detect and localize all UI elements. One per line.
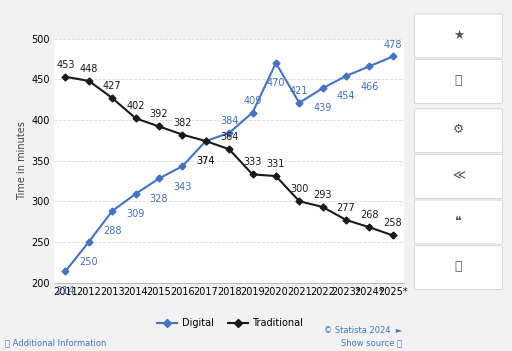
Text: 309: 309 xyxy=(126,209,145,219)
Traditional xyxy=(86,79,92,83)
Digital xyxy=(156,176,162,180)
Text: © Statista 2024  ►: © Statista 2024 ► xyxy=(324,326,402,335)
Digital xyxy=(62,269,69,273)
Text: 384: 384 xyxy=(220,116,238,126)
Text: 364: 364 xyxy=(220,132,238,142)
Digital xyxy=(343,74,349,78)
Digital xyxy=(273,61,279,65)
Text: ≪: ≪ xyxy=(452,169,465,182)
Text: 250: 250 xyxy=(79,257,98,267)
Y-axis label: Time in minutes: Time in minutes xyxy=(17,121,27,200)
Text: 331: 331 xyxy=(267,159,285,169)
Text: 333: 333 xyxy=(243,158,262,167)
Text: 258: 258 xyxy=(383,218,402,229)
FancyBboxPatch shape xyxy=(414,246,503,290)
Text: 392: 392 xyxy=(150,110,168,119)
Traditional xyxy=(249,172,255,177)
Traditional xyxy=(367,225,373,229)
Digital xyxy=(86,240,92,244)
Digital xyxy=(249,111,255,115)
Traditional xyxy=(226,147,232,151)
Digital xyxy=(203,139,209,143)
Traditional xyxy=(133,116,139,120)
Digital xyxy=(296,101,302,105)
Traditional xyxy=(179,132,185,137)
Text: ❝: ❝ xyxy=(455,214,462,228)
FancyBboxPatch shape xyxy=(414,60,503,104)
Text: 277: 277 xyxy=(337,203,355,213)
FancyBboxPatch shape xyxy=(414,109,503,153)
Text: 454: 454 xyxy=(337,91,355,101)
Text: 453: 453 xyxy=(56,60,75,70)
Text: 448: 448 xyxy=(80,64,98,74)
Text: 🖨: 🖨 xyxy=(455,260,462,273)
Digital xyxy=(133,192,139,196)
FancyBboxPatch shape xyxy=(414,200,503,244)
Text: 409: 409 xyxy=(243,96,262,106)
Text: 293: 293 xyxy=(313,190,332,200)
Legend: Digital, Traditional: Digital, Traditional xyxy=(154,314,307,332)
Traditional xyxy=(343,218,349,222)
Traditional xyxy=(296,199,302,203)
Digital xyxy=(367,64,373,68)
Text: 214: 214 xyxy=(56,286,75,297)
Text: ⚙: ⚙ xyxy=(453,123,464,137)
Digital xyxy=(390,54,396,59)
Digital xyxy=(319,86,326,90)
FancyBboxPatch shape xyxy=(414,14,503,58)
Digital xyxy=(226,131,232,135)
Traditional xyxy=(390,233,396,238)
Traditional xyxy=(273,174,279,178)
Digital xyxy=(109,209,115,213)
Traditional xyxy=(319,205,326,209)
Text: 374: 374 xyxy=(197,156,215,166)
Text: 328: 328 xyxy=(150,194,168,204)
Traditional xyxy=(203,139,209,143)
Text: 402: 402 xyxy=(126,101,145,111)
Text: 478: 478 xyxy=(383,40,402,49)
Digital xyxy=(179,164,185,168)
Text: 439: 439 xyxy=(313,104,332,113)
Text: Show source ⓘ: Show source ⓘ xyxy=(341,338,402,347)
Text: 470: 470 xyxy=(267,78,285,88)
Line: Digital: Digital xyxy=(63,54,395,273)
Text: ★: ★ xyxy=(453,28,464,42)
Text: 268: 268 xyxy=(360,210,379,220)
Text: 374: 374 xyxy=(197,156,215,166)
Text: ⓘ Additional Information: ⓘ Additional Information xyxy=(5,338,106,347)
Line: Traditional: Traditional xyxy=(63,74,395,238)
Text: 288: 288 xyxy=(103,226,121,236)
Text: 300: 300 xyxy=(290,184,308,194)
Text: 427: 427 xyxy=(103,81,121,91)
Text: 382: 382 xyxy=(173,118,191,128)
Text: 421: 421 xyxy=(290,86,309,96)
Text: 466: 466 xyxy=(360,81,378,92)
Text: 343: 343 xyxy=(173,181,191,192)
FancyBboxPatch shape xyxy=(414,154,503,198)
Traditional xyxy=(109,96,115,100)
Text: 🔔: 🔔 xyxy=(455,74,462,87)
Traditional xyxy=(156,124,162,128)
Traditional xyxy=(62,75,69,79)
